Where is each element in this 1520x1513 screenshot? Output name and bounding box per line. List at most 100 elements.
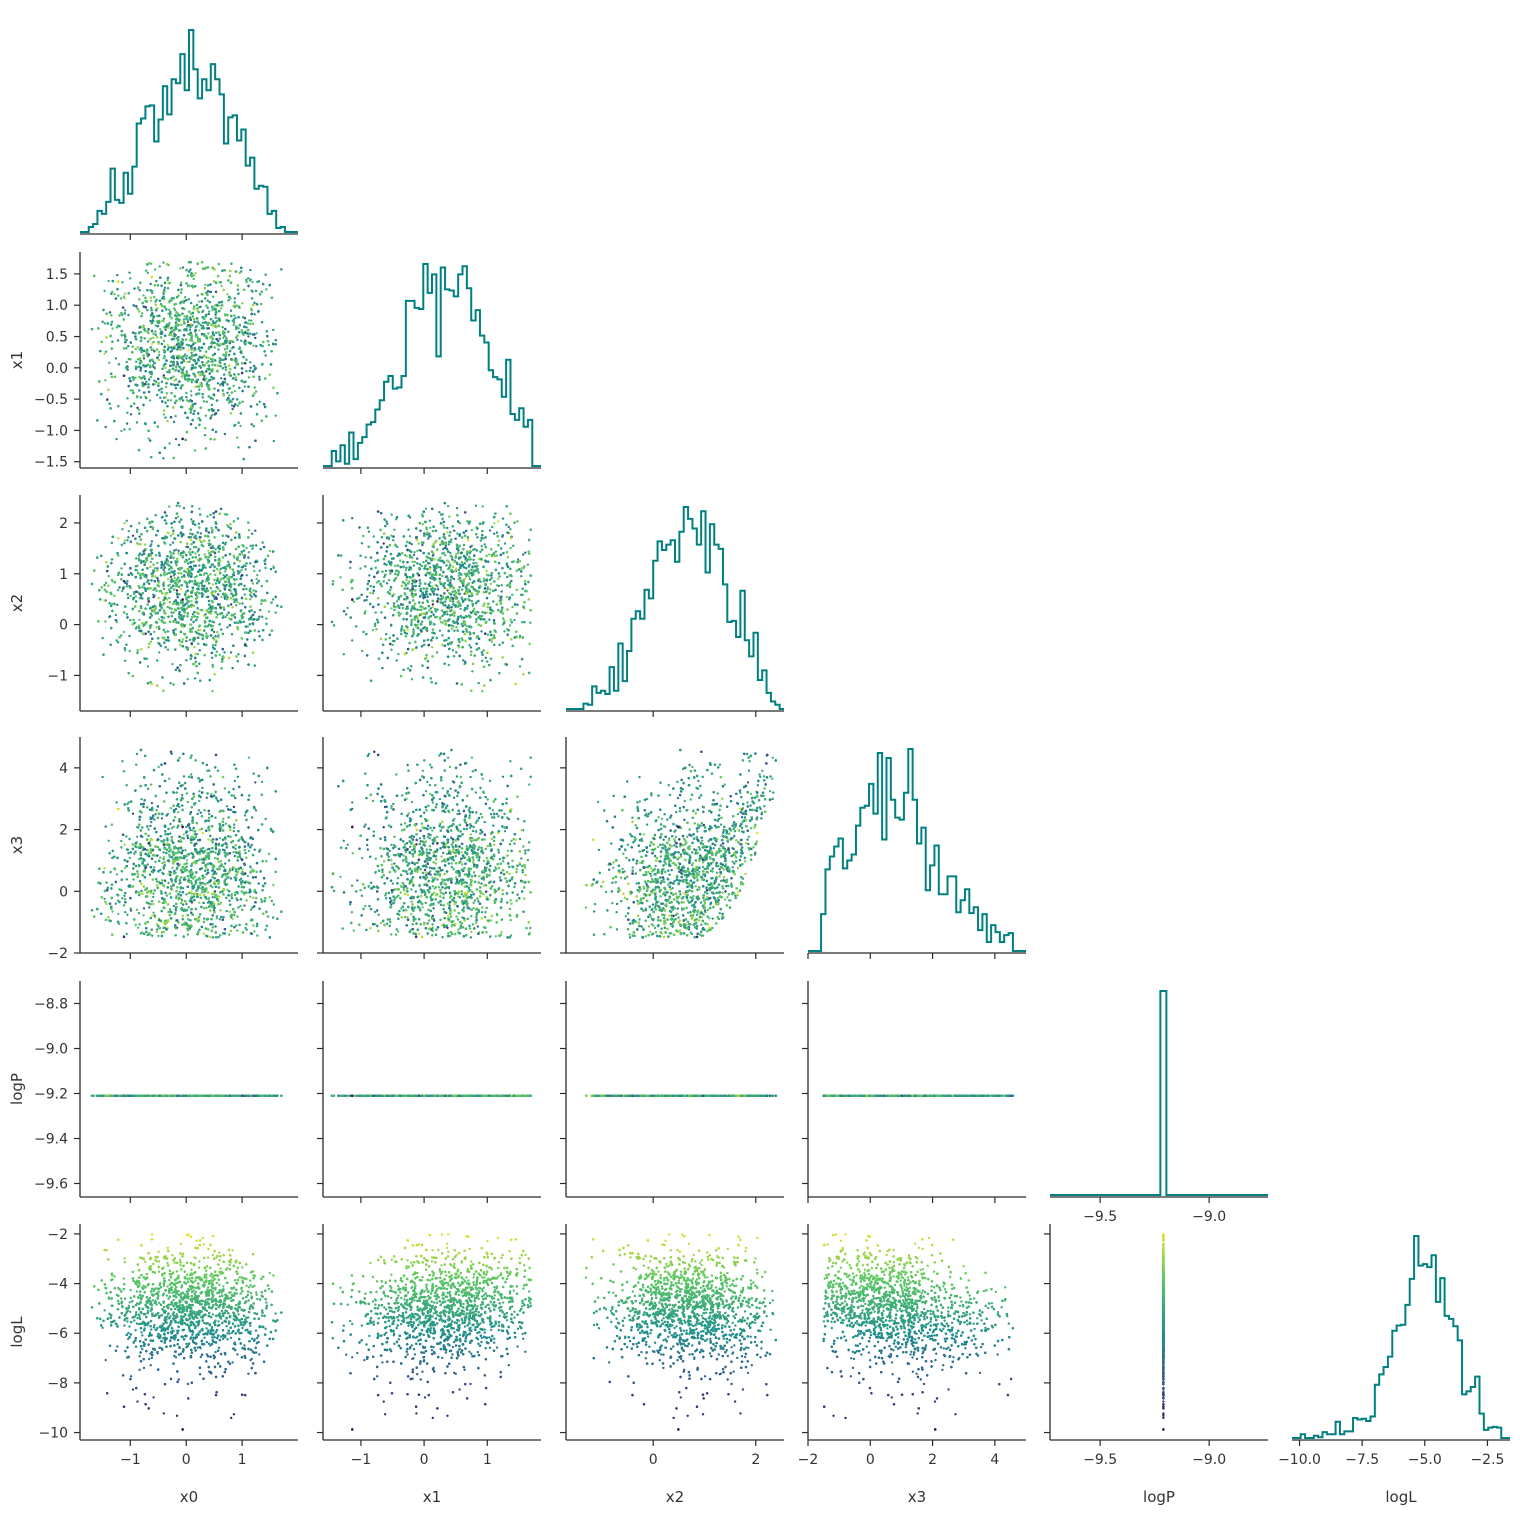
scatter-point [223, 335, 225, 337]
scatter-point [249, 278, 251, 280]
scatter-point [129, 358, 131, 360]
scatter-point [252, 345, 254, 347]
scatter-point [205, 415, 207, 417]
scatter-point [159, 328, 161, 330]
scatter-point [169, 311, 171, 313]
scatter-point [157, 341, 159, 343]
scatter-point [137, 358, 139, 360]
diag-x2-axes [566, 507, 784, 717]
scatter-point [108, 280, 110, 282]
scatter-point [193, 278, 195, 280]
scatter-point [150, 283, 152, 285]
scatter-point [182, 266, 184, 268]
scatter-point [167, 279, 169, 281]
scatter-point [234, 390, 236, 392]
scatter-point [220, 285, 222, 287]
scatter-point [150, 376, 152, 378]
scatter-point [197, 294, 199, 296]
scatter-points [91, 261, 283, 460]
scatter-point [240, 340, 242, 342]
scatter-point [236, 339, 238, 341]
scatter-point [226, 383, 228, 385]
scatter-point [158, 354, 160, 356]
scatter-point [154, 268, 156, 270]
scatter-point [199, 306, 201, 308]
scatter-point [153, 380, 155, 382]
scatter-point [206, 401, 208, 403]
scatter-point [188, 361, 190, 363]
scatter-point [115, 438, 117, 440]
scatter-point [208, 313, 210, 315]
scatter-point [185, 396, 187, 398]
scatter-point [249, 361, 251, 363]
scatter-point [207, 307, 209, 309]
scatter-point [238, 331, 240, 333]
scatter-point [191, 339, 193, 341]
scatter-point [120, 430, 122, 432]
scatter-point [174, 379, 176, 381]
scatter-point [142, 294, 144, 296]
scatter-point [174, 415, 176, 417]
scatter-point [129, 428, 131, 430]
scatter-point [124, 338, 126, 340]
scatter-point [231, 408, 233, 410]
scatter-point [152, 341, 154, 343]
scatter-point [218, 305, 220, 307]
scatter-point [136, 421, 138, 423]
scatter-point [224, 356, 226, 358]
scatter-point [272, 329, 274, 331]
scatter-point [217, 348, 219, 350]
scatter-point [173, 333, 175, 335]
scatter-point [241, 302, 243, 304]
scatter-point [138, 289, 140, 291]
scatter-point [147, 272, 149, 274]
scatter-point [197, 371, 199, 373]
scatter-point [255, 345, 257, 347]
scatter-point [245, 281, 247, 283]
scatter-point [276, 392, 278, 394]
scatter-point [259, 401, 261, 403]
scatter-point [188, 298, 190, 300]
scatter-point [245, 358, 247, 360]
scatter-point [126, 361, 128, 363]
scatter-point [130, 341, 132, 343]
histogram-logL [1292, 1236, 1510, 1438]
scatter-point [247, 335, 249, 337]
scatter-point [103, 353, 105, 355]
scatter-point [104, 379, 106, 381]
scatter-point [214, 313, 216, 315]
scatter-point [256, 403, 258, 405]
scatter-point [201, 311, 203, 313]
scatter-point [127, 314, 129, 316]
scatter-point [126, 412, 128, 414]
scatter-point [236, 436, 238, 438]
scatter-point [167, 287, 169, 289]
scatter-point [228, 394, 230, 396]
scatter-point [178, 370, 180, 372]
scatter-point [121, 281, 123, 283]
scatter-point [128, 272, 130, 274]
scatter-point [217, 382, 219, 384]
scatter-point [182, 399, 184, 401]
scatter-point [117, 295, 119, 297]
scatter-point [223, 269, 225, 271]
scatter-point [166, 420, 168, 422]
x-tick-label: −7.5 [1345, 1452, 1379, 1468]
scatter-point [186, 355, 188, 357]
scatter-point [185, 392, 187, 394]
scatter-point [174, 309, 176, 311]
scatter-point [208, 310, 210, 312]
scatter-point [244, 385, 246, 387]
scatter-point [255, 290, 257, 292]
scatter-point [220, 377, 222, 379]
scatter-point [163, 318, 165, 320]
scatter-point [247, 277, 249, 279]
scatter-point [190, 394, 192, 396]
diag-x1-axes [323, 264, 541, 474]
scatter-point [135, 361, 137, 363]
scatter-point [255, 390, 257, 392]
scatter-point [175, 438, 177, 440]
scatter-point [226, 293, 228, 295]
scatter-point [218, 301, 220, 303]
